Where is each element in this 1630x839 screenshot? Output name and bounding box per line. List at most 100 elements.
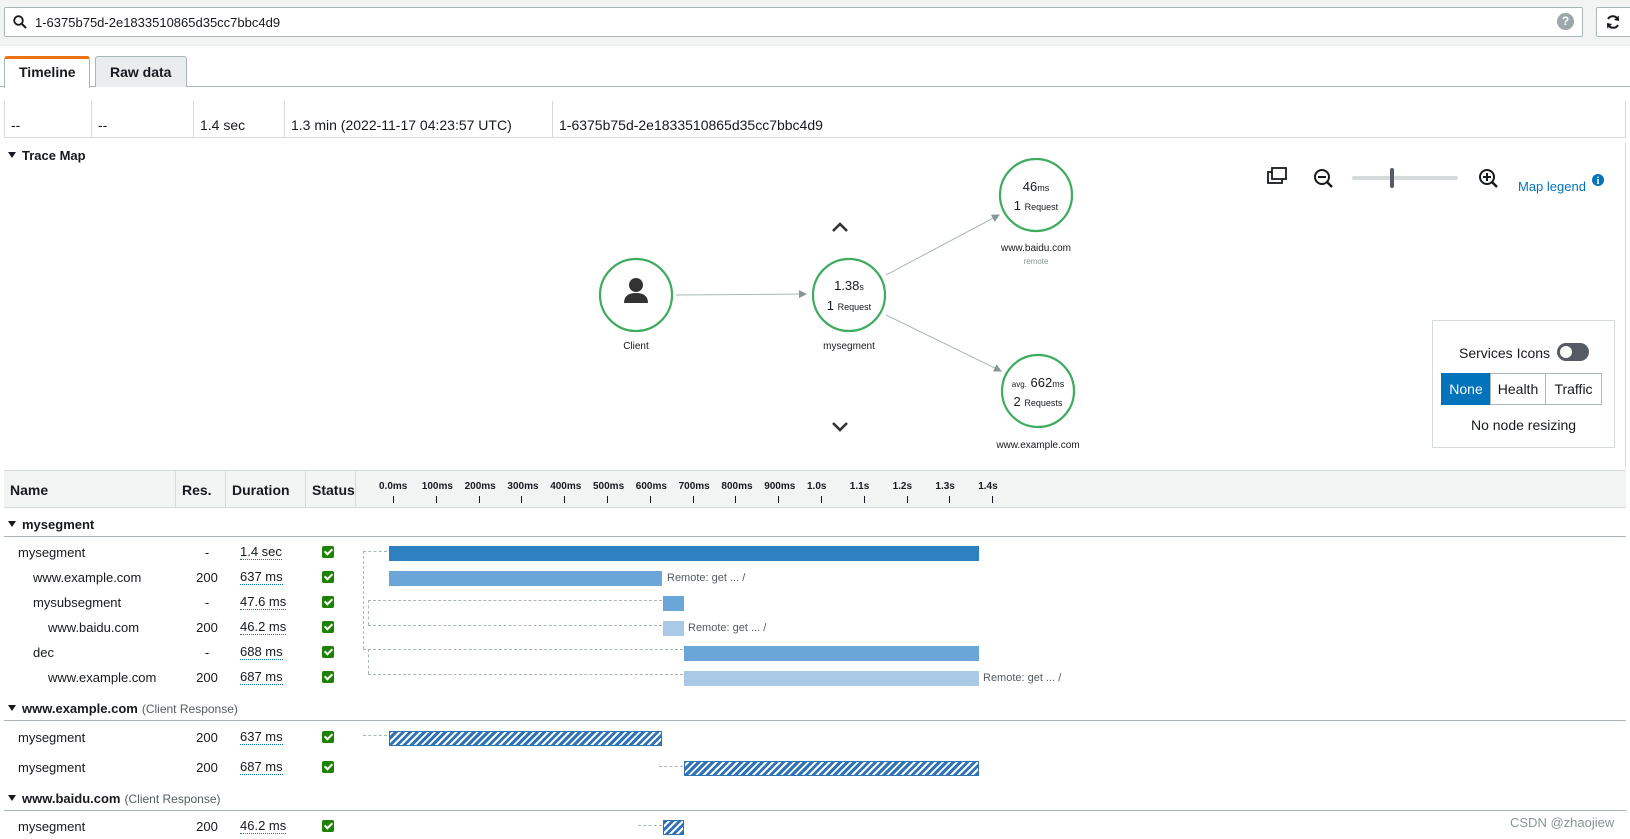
col-res[interactable]: Res. [176, 471, 226, 508]
fit-view-icon [1267, 167, 1287, 184]
node-mysegment-label: mysegment [823, 341, 875, 352]
summary-cell-response: -- [91, 101, 193, 138]
timeline-bar[interactable] [684, 761, 979, 776]
status-ok-icon [322, 546, 334, 558]
example-count: 2 Requests [1014, 394, 1063, 409]
tick-label: 200ms [464, 481, 496, 492]
node-option-traffic[interactable]: Traffic [1545, 373, 1602, 405]
table-row[interactable]: mysegment [18, 730, 86, 745]
table-row[interactable]: mysegment [18, 819, 86, 834]
table-row[interactable]: dec [33, 645, 54, 660]
tab-bar: Timeline Raw data [0, 56, 1630, 88]
tick-mark [821, 496, 822, 503]
group-www-baidu-com[interactable]: www.baidu.com (Client Response) [8, 791, 221, 806]
status-ok-icon [322, 731, 334, 743]
tick-mark [521, 496, 523, 503]
col-name[interactable]: Name [4, 471, 176, 508]
table-row[interactable]: www.example.com [33, 570, 142, 585]
tick-mark [564, 496, 566, 503]
baidu-count: 1 Request [1014, 198, 1059, 213]
tick-mark [949, 496, 951, 503]
search-row: 1-6375b75d-2e1833510865d35cc7bbc4d9 ? [0, 0, 1630, 46]
svg-text:i: i [1597, 176, 1600, 187]
node-baidu [998, 157, 1074, 233]
summary-cell-age: 1.3 min (2022-11-17 04:23:57 UTC) [284, 101, 552, 138]
group-mysegment[interactable]: mysegment [8, 517, 94, 532]
timeline-bar[interactable] [663, 621, 684, 636]
tick-label: 100ms [421, 481, 453, 492]
tick-label: 700ms [678, 481, 710, 492]
timeline-bar[interactable] [663, 820, 684, 835]
mysegment-count: 1 Request [827, 298, 872, 313]
trace-summary-table: -- -- 1.4 sec 1.3 min (2022-11-17 04:23:… [4, 101, 1626, 138]
chevron-down-icon [832, 422, 848, 432]
group-www-example-com[interactable]: www.example.com (Client Response) [8, 701, 238, 716]
trace-map-toggle[interactable]: Trace Map [8, 148, 86, 163]
table-row[interactable]: www.baidu.com [48, 620, 140, 635]
zoom-slider-handle [1390, 168, 1394, 188]
timeline-bar[interactable] [389, 731, 662, 746]
trace-map-graph: 1.38s 1 Request 46ms 1 Request avg. 662m… [598, 157, 1604, 432]
tick-label: 1.3s [935, 481, 955, 492]
question-circle-icon[interactable]: ? [1557, 13, 1574, 30]
status-ok-icon [322, 571, 334, 583]
node-resizing-status: No node resizing [1470, 417, 1577, 433]
status-ok-icon [322, 820, 334, 832]
tab-timeline[interactable]: Timeline [4, 56, 90, 88]
node-option-none[interactable]: None [1441, 373, 1491, 405]
node-option-health[interactable]: Health [1490, 373, 1546, 405]
trace-search-input[interactable]: 1-6375b75d-2e1833510865d35cc7bbc4d9 ? [4, 7, 1583, 37]
timeline-bar[interactable] [389, 571, 662, 586]
tick-mark [992, 496, 994, 503]
table-row[interactable]: mysegment [18, 760, 86, 775]
tick-label: 1.0s [807, 481, 827, 492]
tick-mark [906, 496, 908, 503]
status-ok-icon [322, 646, 334, 658]
tick-label: 1.2s [892, 481, 913, 492]
baidu-latency: 46ms [1023, 179, 1050, 194]
status-ok-icon [322, 621, 334, 633]
timeline-header: Name Res. Duration Status 0.0ms 100ms 200m… [4, 470, 1626, 508]
tick-label: 1.4s [978, 481, 998, 492]
tick-label: 1.1s [849, 481, 870, 492]
tick-label: 400ms [550, 481, 582, 492]
tick-mark [393, 496, 394, 503]
status-ok-icon [322, 596, 334, 608]
timeline-bar[interactable] [684, 671, 979, 686]
watermark: CSDN @zhaojiew [1510, 815, 1615, 830]
zoom-out-icon [1314, 169, 1333, 188]
col-duration[interactable]: Duration [226, 471, 306, 508]
table-row[interactable]: www.example.com [48, 670, 157, 685]
mysegment-latency: 1.38s [834, 278, 864, 293]
table-row[interactable]: mysubsegment [33, 595, 122, 610]
timeline-bar[interactable] [663, 596, 684, 611]
tick-mark [735, 496, 737, 503]
timeline-bar[interactable] [684, 646, 979, 661]
services-icons-toggle[interactable] [1557, 343, 1589, 361]
col-status[interactable]: Status [306, 471, 356, 508]
timeline-bar[interactable] [389, 546, 979, 561]
node-example-label: www.example.com [996, 440, 1080, 451]
tick-mark [435, 496, 437, 503]
tick-mark [778, 496, 780, 503]
services-icons-label: Services Icons [1459, 345, 1551, 361]
tick-mark [478, 496, 480, 503]
search-icon [13, 15, 27, 29]
tick-mark [649, 496, 651, 503]
status-ok-icon [322, 761, 334, 773]
summary-cell-duration: 1.4 sec [193, 101, 284, 138]
map-legend-link[interactable]: Map legend [1518, 179, 1586, 194]
tick-mark [607, 496, 608, 503]
tick-label: 500ms [593, 481, 625, 492]
search-query: 1-6375b75d-2e1833510865d35cc7bbc4d9 [35, 15, 281, 30]
trace-map-canvas[interactable]: 1.38s 1 Request 46ms 1 Request avg. 662m… [4, 143, 1626, 468]
edge-mysegment-example [885, 314, 1002, 372]
services-panel: Services Icons None Health Traffic No no… [1432, 320, 1615, 448]
table-row[interactable]: mysegment [18, 545, 86, 560]
refresh-icon [1607, 15, 1619, 29]
refresh-button[interactable] [1596, 7, 1630, 37]
tab-raw-data[interactable]: Raw data [95, 56, 187, 87]
chevron-up-icon [832, 222, 848, 232]
node-baidu-sub: remote [1023, 257, 1049, 266]
tick-label: 0.0ms [379, 481, 408, 492]
